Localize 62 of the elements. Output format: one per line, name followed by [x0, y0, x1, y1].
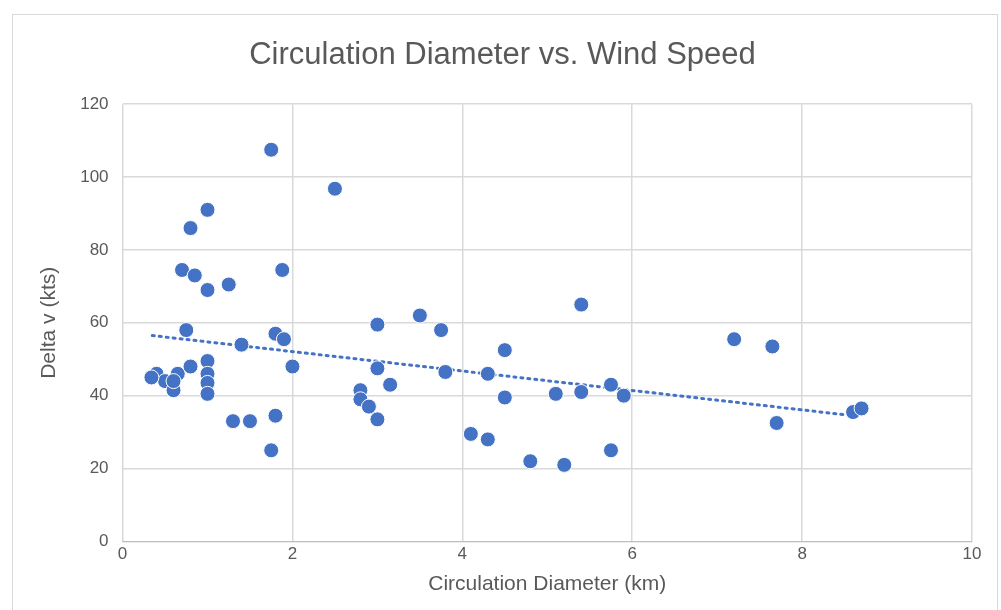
point — [433, 322, 450, 339]
x-tick-label: 6 — [627, 544, 637, 564]
point — [143, 369, 160, 386]
y-tick-label: 20 — [89, 458, 109, 478]
y-axis-title: Delta v (kts) — [36, 266, 60, 379]
point — [263, 141, 280, 158]
point — [199, 201, 216, 218]
point — [437, 363, 454, 380]
x-tick-label: 8 — [797, 544, 807, 564]
point — [768, 414, 785, 431]
point — [360, 398, 377, 415]
point — [369, 360, 386, 377]
x-tick-label: 0 — [117, 544, 128, 564]
y-tick-label: 100 — [80, 166, 109, 186]
point — [602, 376, 619, 393]
point — [326, 180, 343, 197]
point — [182, 220, 199, 237]
point — [263, 442, 280, 459]
y-tick-label: 40 — [89, 385, 109, 405]
y-tick-label: 60 — [89, 312, 109, 332]
point — [220, 276, 237, 293]
point — [199, 385, 216, 402]
point — [496, 342, 513, 359]
point — [573, 384, 590, 401]
point — [199, 282, 216, 299]
point — [573, 296, 590, 313]
point — [233, 336, 250, 353]
point — [267, 407, 284, 424]
point — [165, 373, 182, 390]
point — [853, 400, 870, 417]
point — [479, 431, 496, 448]
point — [274, 261, 291, 278]
point — [547, 385, 564, 402]
point — [522, 453, 539, 470]
point — [411, 307, 428, 324]
y-tick-label: 0 — [99, 531, 109, 551]
point — [241, 413, 258, 430]
point — [602, 442, 619, 459]
point — [764, 338, 781, 355]
point — [726, 331, 743, 348]
point — [174, 261, 191, 278]
point — [369, 411, 386, 428]
point — [556, 456, 573, 473]
point — [479, 365, 496, 382]
point — [462, 425, 479, 442]
y-tick-label: 80 — [89, 239, 109, 259]
point — [615, 387, 632, 404]
point — [224, 413, 241, 430]
point — [186, 267, 203, 284]
point — [275, 331, 292, 348]
chart-title: Circulation Diameter vs. Wind Speed — [249, 36, 756, 72]
y-tick-label: 120 — [80, 93, 109, 113]
point — [182, 358, 199, 375]
x-tick-label: 10 — [962, 544, 982, 564]
point — [496, 389, 513, 406]
point — [284, 358, 301, 375]
x-tick-label: 4 — [457, 544, 468, 564]
x-tick-label: 2 — [287, 544, 298, 564]
point — [369, 316, 386, 333]
point — [178, 322, 195, 339]
point — [382, 376, 399, 393]
x-axis-title: Circulation Diameter (km) — [428, 571, 667, 595]
